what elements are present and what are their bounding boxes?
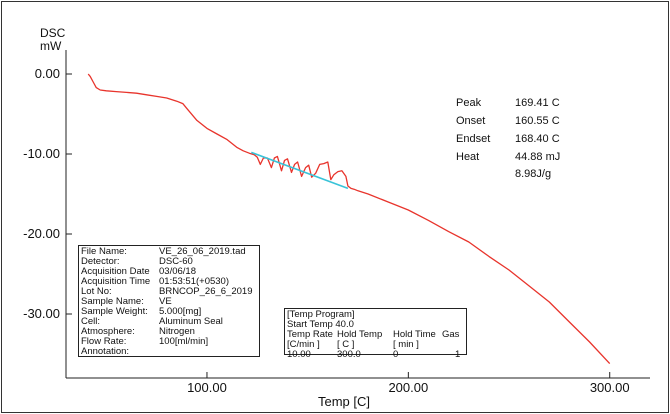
dsc-curve xyxy=(87,73,611,365)
info-row: Flow Rate: 100[ml/min] xyxy=(81,337,257,347)
y-tick-label: 0.00 xyxy=(34,66,60,81)
result-label-peak: Peak xyxy=(456,97,482,109)
info-key: Sample Weight: xyxy=(81,306,148,317)
info-row: Acquisition Time 01:53:51(+0530) xyxy=(81,277,257,287)
info-row: Detector: DSC-60 xyxy=(81,257,257,267)
tp-header-rate: Temp Rate xyxy=(287,329,333,340)
temp-program-row: 10.00 300.0 0 1 xyxy=(287,350,464,360)
info-key: Annotation: xyxy=(81,346,130,357)
info-key: Detector: xyxy=(81,256,120,267)
info-value: DSC-60 xyxy=(159,256,193,267)
info-row: Lot No: BRNCOP_26_6_2019 xyxy=(81,287,257,297)
info-value: Nitrogen xyxy=(159,326,195,337)
tp-header-hold-time: Hold Time xyxy=(393,329,436,340)
info-key: Lot No: xyxy=(81,286,112,297)
tp-value-hold-temp: 300.0 xyxy=(337,349,361,360)
info-key: Cell: xyxy=(81,316,101,327)
y-axis-title-unit: mW xyxy=(40,39,62,53)
result-label-onset: Onset xyxy=(456,115,486,127)
file-info-box: File Name: VE_26_06_2019.tad Detector: DSC… xyxy=(78,245,260,357)
temp-program-title: [Temp Program] xyxy=(287,309,355,320)
tp-value-rate: 10.00 xyxy=(287,349,311,360)
y-tick-label: -30.00 xyxy=(23,306,60,321)
info-row: Atmosphere: Nitrogen xyxy=(81,327,257,337)
tp-header-hold-temp: Hold Temp xyxy=(337,329,383,340)
info-row: Sample Weight: 5.000[mg] xyxy=(81,307,257,317)
info-row: Annotation: xyxy=(81,347,257,357)
result-value-heat: 44.88 mJ xyxy=(515,151,561,163)
result-label-endset: Endset xyxy=(456,133,491,145)
info-key: Sample Name: xyxy=(81,296,144,307)
tp-unit-hold-time: [ min ] xyxy=(393,339,419,350)
tp-unit-hold-temp: [ C ] xyxy=(337,339,355,350)
y-tick-label: -10.00 xyxy=(23,146,60,161)
result-label-heat: Heat xyxy=(456,151,480,163)
info-key: Acquisition Date xyxy=(81,266,150,277)
y-axis-title-dsc: DSC xyxy=(40,26,66,40)
info-row: File Name: VE_26_06_2019.tad xyxy=(81,247,257,257)
temp-program-start: Start Temp 40.0 xyxy=(287,319,354,330)
info-key: Flow Rate: xyxy=(81,336,127,347)
baseline-line xyxy=(251,151,349,190)
x-tick-label: 300.00 xyxy=(589,380,630,395)
info-value: BRNCOP_26_6_2019 xyxy=(159,286,253,297)
info-value: VE_26_06_2019.tad xyxy=(159,246,246,257)
tp-unit-rate: [C/min ] xyxy=(287,339,320,350)
temp-program-headers: Temp Rate Hold Temp Hold Time Gas xyxy=(287,330,464,340)
x-tick-label: 200.00 xyxy=(388,380,429,395)
result-value-onset: 160.55 C xyxy=(515,115,560,127)
info-row: Sample Name: VE xyxy=(81,297,257,307)
info-value: Aluminum Seal xyxy=(159,316,223,327)
result-value-heat-per-gram: 8.98J/g xyxy=(515,168,552,180)
info-key: Atmosphere: xyxy=(81,326,135,337)
info-value: 03/06/18 xyxy=(159,266,196,277)
info-value: 01:53:51(+0530) xyxy=(159,276,229,287)
info-value: 5.000[mg] xyxy=(159,306,202,317)
tp-value-hold-time: 0 xyxy=(393,349,399,360)
result-value-peak: 169.41 C xyxy=(515,97,560,109)
tp-header-gas: Gas xyxy=(442,329,460,340)
x-axis-title: Temp [C] xyxy=(318,394,371,409)
result-value-endset: 168.40 C xyxy=(515,133,560,145)
tp-value-gas: 1 xyxy=(455,349,461,360)
temp-program-box: [Temp Program] Start Temp 40.0 Temp Rate… xyxy=(284,308,467,360)
info-key: Acquisition Time xyxy=(81,276,151,287)
info-key: File Name: xyxy=(81,246,127,257)
info-row: Cell: Aluminum Seal xyxy=(81,317,257,327)
info-row: Acquisition Date 03/06/18 xyxy=(81,267,257,277)
temp-program-units: [C/min ] [ C ] [ min ] xyxy=(287,340,464,350)
x-tick-label: 100.00 xyxy=(187,380,227,395)
info-value: 100[ml/min] xyxy=(159,336,209,347)
info-value: VE xyxy=(159,296,172,307)
y-tick-label: -20.00 xyxy=(23,226,60,241)
